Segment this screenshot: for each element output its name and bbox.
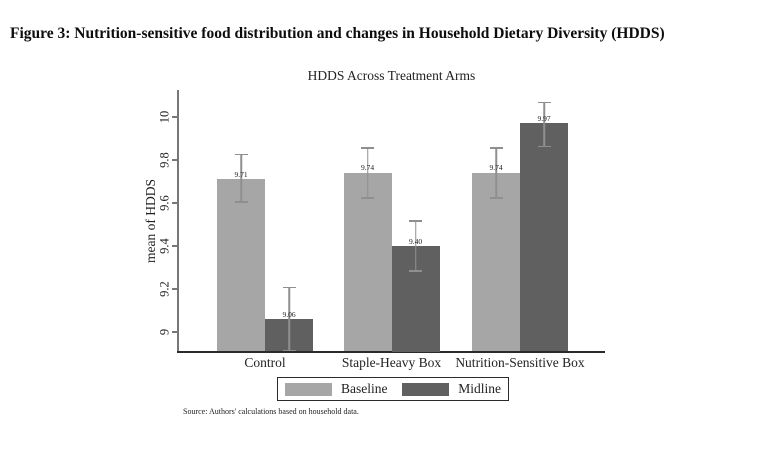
figure-title: Figure 3: Nutrition-sensitive food distr… xyxy=(10,25,665,42)
chart-title: HDDS Across Treatment Arms xyxy=(307,68,476,83)
bar-value-label: 9.74 xyxy=(360,163,375,173)
y-tick-mark xyxy=(172,202,178,204)
legend-item-baseline: Baseline xyxy=(285,381,388,397)
error-bar xyxy=(489,147,503,199)
error-bar xyxy=(234,153,248,203)
x-category-label: Nutrition-Sensitive Box xyxy=(455,355,585,370)
x-category-label: Staple-Heavy Box xyxy=(341,355,442,370)
error-bar xyxy=(409,220,422,272)
legend-label: Baseline xyxy=(341,381,388,396)
bar-value-label: 9.40 xyxy=(408,236,423,246)
y-tick-mark xyxy=(172,245,178,247)
bar-baseline-2 xyxy=(343,172,392,352)
y-tick-mark xyxy=(172,159,178,161)
y-tick-label: 9.8 xyxy=(157,152,171,168)
y-tick-mark xyxy=(172,116,178,118)
legend: Baseline Midline xyxy=(277,377,509,401)
y-tick-mark xyxy=(172,288,178,290)
bar-value-label: 9.97 xyxy=(537,113,551,123)
bar-baseline-3 xyxy=(472,172,520,352)
bar-midline-3 xyxy=(520,123,568,352)
bar-value-label: 9.06 xyxy=(282,309,296,319)
legend-label: Midline xyxy=(458,381,501,396)
y-tick-mark xyxy=(172,331,178,333)
legend-swatch xyxy=(285,382,332,396)
legend-item-midline: Midline xyxy=(402,381,501,397)
y-tick-label: 9.4 xyxy=(157,238,171,254)
y-tick-label: 10 xyxy=(157,110,171,124)
y-axis-line xyxy=(177,90,179,352)
bar-value-label: 9.74 xyxy=(489,163,503,173)
legend-swatch xyxy=(402,382,450,396)
x-axis-line xyxy=(177,351,605,353)
x-category-label: Control xyxy=(244,355,286,370)
y-tick-label: 9.6 xyxy=(157,195,171,211)
bar-baseline-1 xyxy=(217,179,265,352)
error-bar xyxy=(282,286,296,352)
bar-value-label: 9.71 xyxy=(234,169,248,179)
source-note: Source: Authors' calculations based on h… xyxy=(183,407,359,416)
error-bar xyxy=(361,147,374,199)
error-bar xyxy=(537,101,551,148)
y-tick-label: 9 xyxy=(157,328,171,336)
y-tick-label: 9.2 xyxy=(157,281,171,297)
